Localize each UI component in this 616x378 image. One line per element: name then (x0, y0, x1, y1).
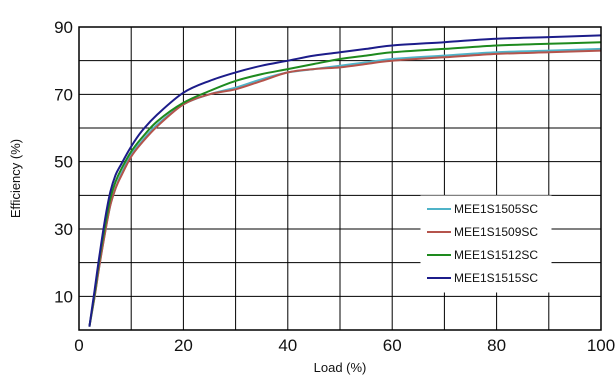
y-axis-label: Efficiency (%) (8, 139, 23, 218)
series-lines (88, 34, 602, 327)
y-tick-label: 70 (54, 85, 73, 104)
series-line-mee1s1512sc (88, 41, 602, 327)
x-tick-label: 40 (278, 336, 297, 355)
legend-label: MEE1S1515SC (454, 271, 538, 285)
tick-labels: 0 20 40 60 80 100 10 30 50 70 90 (54, 18, 615, 355)
x-tick-label: 80 (487, 336, 506, 355)
legend: MEE1S1505SC MEE1S1509SC MEE1S1512SC MEE1S15… (420, 195, 552, 293)
x-axis-label: Load (%) (314, 360, 367, 375)
y-tick-label: 30 (54, 220, 73, 239)
plot-frame (78, 26, 602, 331)
x-tick-label: 0 (74, 336, 83, 355)
legend-label: MEE1S1512SC (454, 248, 538, 262)
legend-label: MEE1S1509SC (454, 225, 538, 239)
series-line-mee1s1509sc (88, 49, 602, 327)
series-line-mee1s1515sc (88, 34, 602, 327)
y-tick-label: 50 (54, 153, 73, 172)
legend-box (420, 195, 552, 293)
y-tick-label: 10 (54, 287, 73, 306)
x-tick-label: 60 (383, 336, 402, 355)
grid (79, 27, 601, 330)
x-tick-label: 20 (174, 336, 193, 355)
legend-label: MEE1S1505SC (454, 202, 538, 216)
y-tick-label: 90 (54, 18, 73, 37)
x-tick-label: 100 (587, 336, 615, 355)
